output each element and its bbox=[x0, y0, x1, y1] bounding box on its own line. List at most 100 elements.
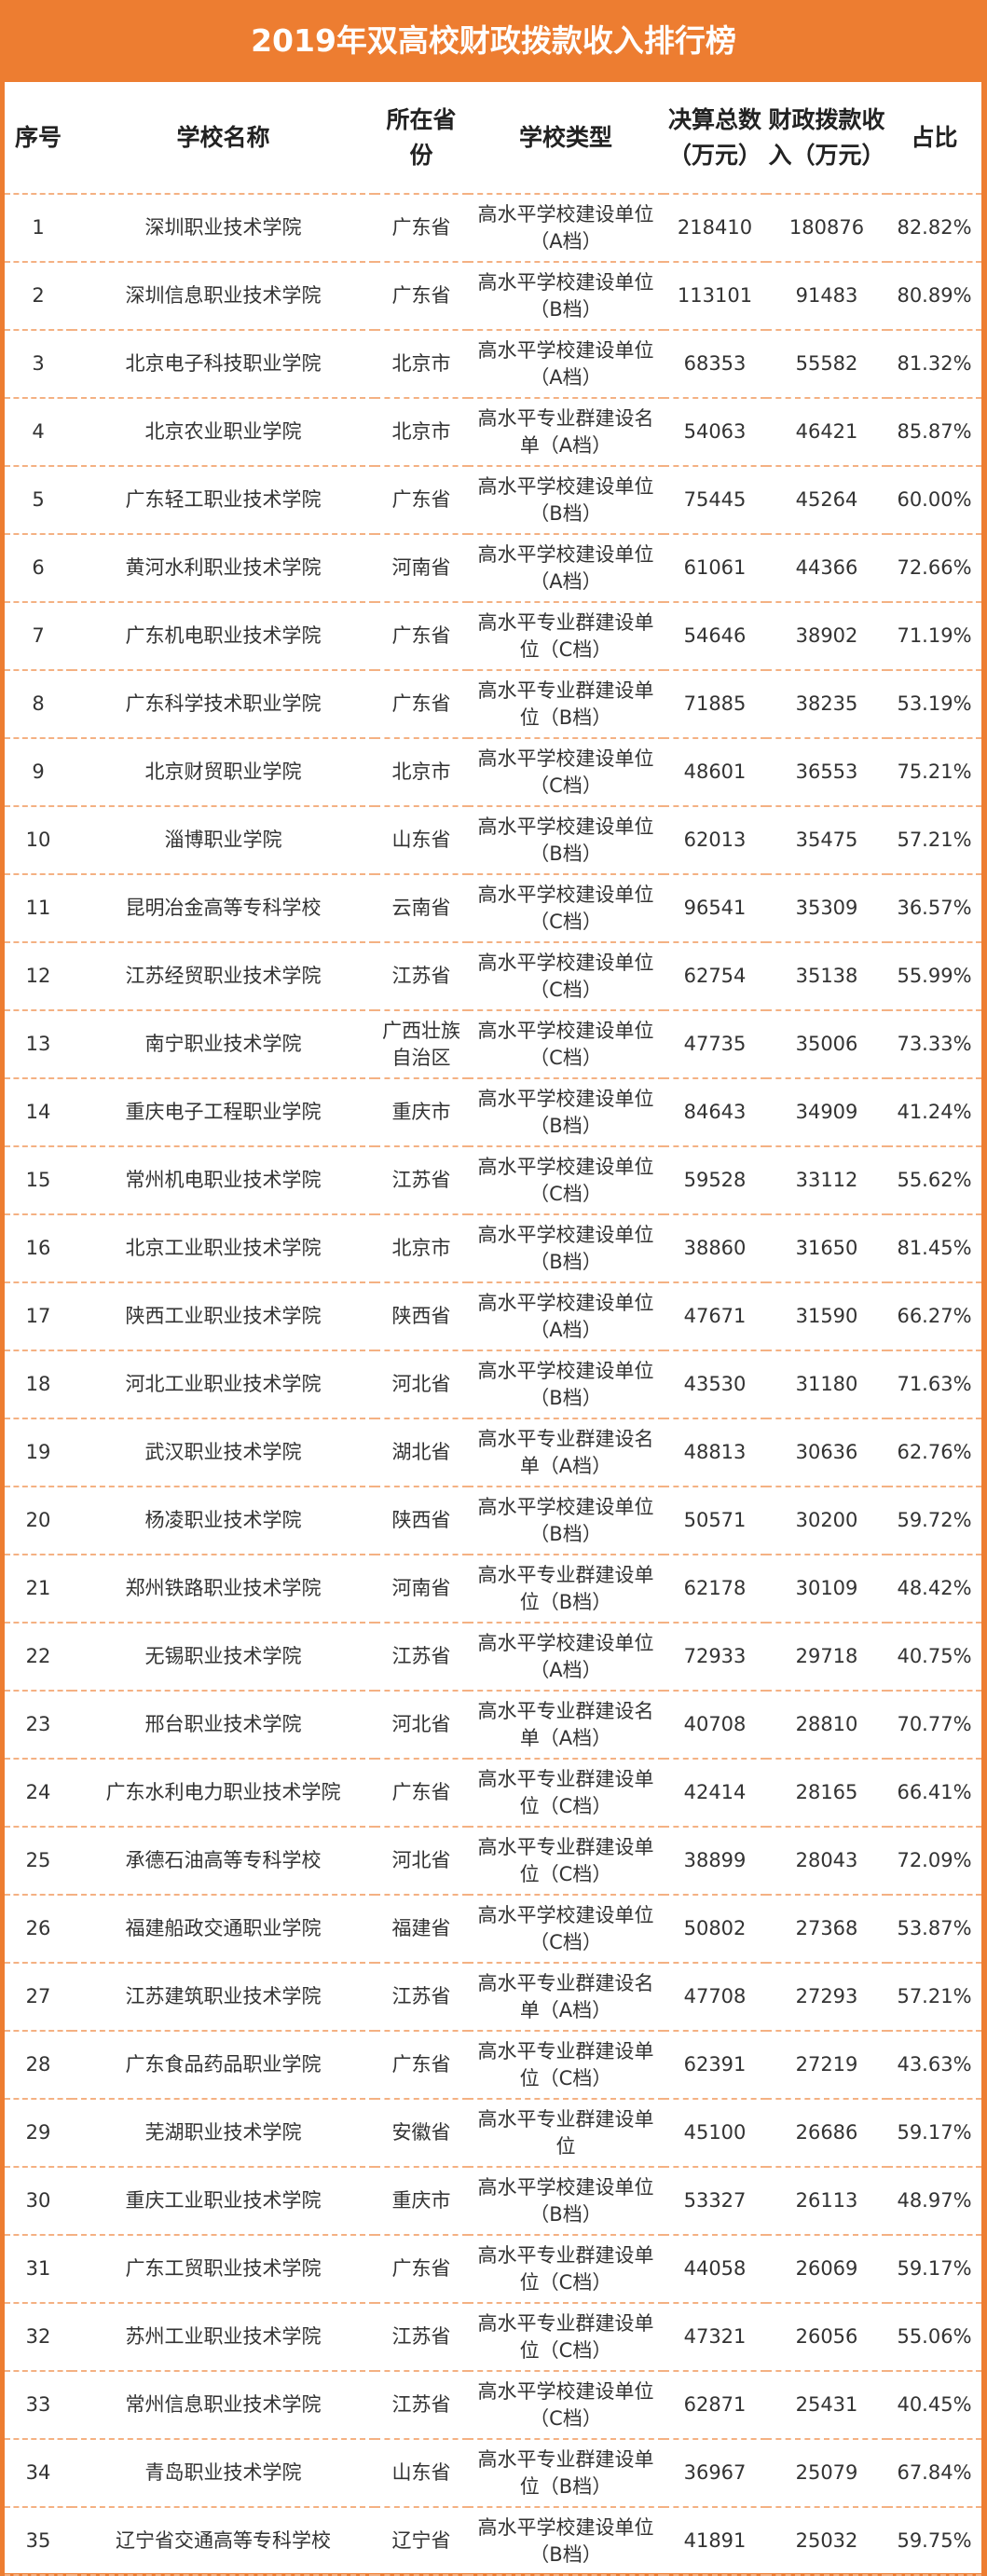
table-row: 28 广东食品药品职业学院 广东省 高水平专业群建设单位（C档） 62391 27219 4… bbox=[5, 2031, 981, 2100]
rank-cell: 34 bbox=[5, 2439, 72, 2508]
fiscal-grant-cell: 27293 bbox=[766, 1963, 887, 2032]
school-type-cell: 高水平专业群建设单位（C档） bbox=[468, 2031, 664, 2100]
table-row: 33 常州信息职业技术学院 江苏省 高水平学校建设单位（C档） 62871 25431 40… bbox=[5, 2371, 981, 2440]
fiscal-grant-cell: 45264 bbox=[766, 466, 887, 535]
province-cell: 河北省 bbox=[375, 1827, 468, 1896]
ratio-cell: 70.77% bbox=[887, 1691, 981, 1760]
header-province: 所在省份 bbox=[375, 82, 468, 195]
province-cell: 北京市 bbox=[375, 398, 468, 467]
total-budget-cell: 62391 bbox=[664, 2031, 766, 2100]
table-row: 21 郑州铁路职业技术学院 河南省 高水平专业群建设单位（B档） 62178 30109 4… bbox=[5, 1555, 981, 1624]
table-row: 30 重庆工业职业技术学院 重庆市 高水平学校建设单位（B档） 53327 26113 48… bbox=[5, 2167, 981, 2236]
ratio-cell: 40.45% bbox=[887, 2371, 981, 2440]
ratio-cell: 60.00% bbox=[887, 466, 981, 535]
ratio-cell: 57.21% bbox=[887, 806, 981, 875]
total-budget-cell: 62871 bbox=[664, 2371, 766, 2440]
page-title: 2019年双高校财政拨款收入排行榜 bbox=[251, 22, 736, 59]
ratio-cell: 66.27% bbox=[887, 1282, 981, 1351]
rank-cell: 25 bbox=[5, 1827, 72, 1896]
fiscal-grant-cell: 31650 bbox=[766, 1214, 887, 1283]
school-type-cell: 高水平学校建设单位（B档） bbox=[468, 806, 664, 875]
rank-cell: 3 bbox=[5, 330, 72, 399]
rank-cell: 10 bbox=[5, 806, 72, 875]
rank-cell: 15 bbox=[5, 1146, 72, 1215]
fiscal-grant-cell: 25079 bbox=[766, 2439, 887, 2508]
fiscal-grant-cell: 31180 bbox=[766, 1350, 887, 1419]
ratio-cell: 55.62% bbox=[887, 1146, 981, 1215]
rank-cell: 6 bbox=[5, 534, 72, 603]
header-total-budget: 决算总数（万元） bbox=[664, 82, 766, 195]
rank-cell: 31 bbox=[5, 2235, 72, 2304]
school-name-cell: 无锡职业技术学院 bbox=[72, 1623, 375, 1692]
province-cell: 福建省 bbox=[375, 1895, 468, 1964]
fiscal-grant-cell: 27219 bbox=[766, 2031, 887, 2100]
school-name-cell: 苏州工业职业技术学院 bbox=[72, 2303, 375, 2372]
ratio-cell: 80.89% bbox=[887, 262, 981, 331]
rank-cell: 13 bbox=[5, 1010, 72, 1079]
school-name-cell: 深圳信息职业技术学院 bbox=[72, 262, 375, 331]
fiscal-grant-cell: 28165 bbox=[766, 1759, 887, 1828]
school-name-cell: 河北工业职业技术学院 bbox=[72, 1350, 375, 1419]
table-row: 10 淄博职业学院 山东省 高水平学校建设单位（B档） 62013 35475 57.21% bbox=[5, 806, 981, 875]
province-cell: 河北省 bbox=[375, 1350, 468, 1419]
school-type-cell: 高水平学校建设单位（C档） bbox=[468, 1010, 664, 1079]
school-type-cell: 高水平专业群建设单位 bbox=[468, 2099, 664, 2168]
ratio-cell: 55.99% bbox=[887, 942, 981, 1011]
school-type-cell: 高水平专业群建设单位（C档） bbox=[468, 1759, 664, 1828]
table-row: 24 广东水利电力职业技术学院 广东省 高水平专业群建设单位（C档） 42414 2816… bbox=[5, 1759, 981, 1828]
total-budget-cell: 218410 bbox=[664, 194, 766, 263]
school-name-cell: 杨凌职业技术学院 bbox=[72, 1487, 375, 1555]
rank-cell: 17 bbox=[5, 1282, 72, 1351]
school-type-cell: 高水平学校建设单位（A档） bbox=[468, 1282, 664, 1351]
table-row: 7 广东机电职业技术学院 广东省 高水平专业群建设单位（C档） 54646 38902 71… bbox=[5, 602, 981, 671]
school-type-cell: 高水平学校建设单位（A档） bbox=[468, 534, 664, 603]
school-name-cell: 重庆电子工程职业学院 bbox=[72, 1078, 375, 1147]
school-type-cell: 高水平学校建设单位（C档） bbox=[468, 2371, 664, 2440]
ratio-cell: 71.19% bbox=[887, 602, 981, 671]
header-school-name: 学校名称 bbox=[72, 82, 375, 195]
total-budget-cell: 36967 bbox=[664, 2439, 766, 2508]
school-type-cell: 高水平学校建设单位（B档） bbox=[468, 2167, 664, 2236]
rank-cell: 24 bbox=[5, 1759, 72, 1828]
table-row: 25 承德石油高等专科学校 河北省 高水平专业群建设单位（C档） 38899 28043 7… bbox=[5, 1827, 981, 1896]
fiscal-grant-cell: 25431 bbox=[766, 2371, 887, 2440]
ratio-cell: 59.75% bbox=[887, 2507, 981, 2576]
ratio-cell: 36.57% bbox=[887, 874, 981, 943]
rank-cell: 8 bbox=[5, 670, 72, 739]
school-name-cell: 广东机电职业技术学院 bbox=[72, 602, 375, 671]
fiscal-grant-cell: 38235 bbox=[766, 670, 887, 739]
school-type-cell: 高水平学校建设单位（C档） bbox=[468, 738, 664, 807]
ratio-cell: 55.06% bbox=[887, 2303, 981, 2372]
ratio-cell: 72.66% bbox=[887, 534, 981, 603]
table-row: 19 武汉职业技术学院 湖北省 高水平专业群建设名单（A档） 48813 30636 62.… bbox=[5, 1418, 981, 1487]
school-name-cell: 青岛职业技术学院 bbox=[72, 2439, 375, 2508]
ratio-cell: 59.17% bbox=[887, 2099, 981, 2168]
school-type-cell: 高水平学校建设单位（B档） bbox=[468, 262, 664, 331]
table-row: 3 北京电子科技职业学院 北京市 高水平学校建设单位（A档） 68353 55582 81.… bbox=[5, 330, 981, 399]
total-budget-cell: 40708 bbox=[664, 1691, 766, 1760]
ratio-cell: 59.17% bbox=[887, 2235, 981, 2304]
total-budget-cell: 47735 bbox=[664, 1010, 766, 1079]
fiscal-grant-cell: 91483 bbox=[766, 262, 887, 331]
ratio-cell: 71.63% bbox=[887, 1350, 981, 1419]
province-cell: 河南省 bbox=[375, 1555, 468, 1624]
total-budget-cell: 50802 bbox=[664, 1895, 766, 1964]
school-name-cell: 江苏建筑职业技术学院 bbox=[72, 1963, 375, 2032]
school-type-cell: 高水平学校建设单位（A档） bbox=[468, 330, 664, 399]
school-name-cell: 福建船政交通职业学院 bbox=[72, 1895, 375, 1964]
table-row: 35 辽宁省交通高等专科学校 辽宁省 高水平学校建设单位（B档） 41891 25032 5… bbox=[5, 2507, 981, 2576]
total-budget-cell: 72933 bbox=[664, 1623, 766, 1692]
school-name-cell: 广东工贸职业技术学院 bbox=[72, 2235, 375, 2304]
table-row: 22 无锡职业技术学院 江苏省 高水平学校建设单位（A档） 72933 29718 40.7… bbox=[5, 1623, 981, 1692]
rank-cell: 7 bbox=[5, 602, 72, 671]
total-budget-cell: 47708 bbox=[664, 1963, 766, 2032]
province-cell: 江苏省 bbox=[375, 2371, 468, 2440]
province-cell: 广东省 bbox=[375, 466, 468, 535]
province-cell: 北京市 bbox=[375, 1214, 468, 1283]
total-budget-cell: 61061 bbox=[664, 534, 766, 603]
table-row: 1 深圳职业技术学院 广东省 高水平学校建设单位（A档） 218410 180876 82.… bbox=[5, 194, 981, 263]
province-cell: 广东省 bbox=[375, 262, 468, 331]
fiscal-grant-cell: 30109 bbox=[766, 1555, 887, 1624]
school-name-cell: 郑州铁路职业技术学院 bbox=[72, 1555, 375, 1624]
province-cell: 广东省 bbox=[375, 602, 468, 671]
